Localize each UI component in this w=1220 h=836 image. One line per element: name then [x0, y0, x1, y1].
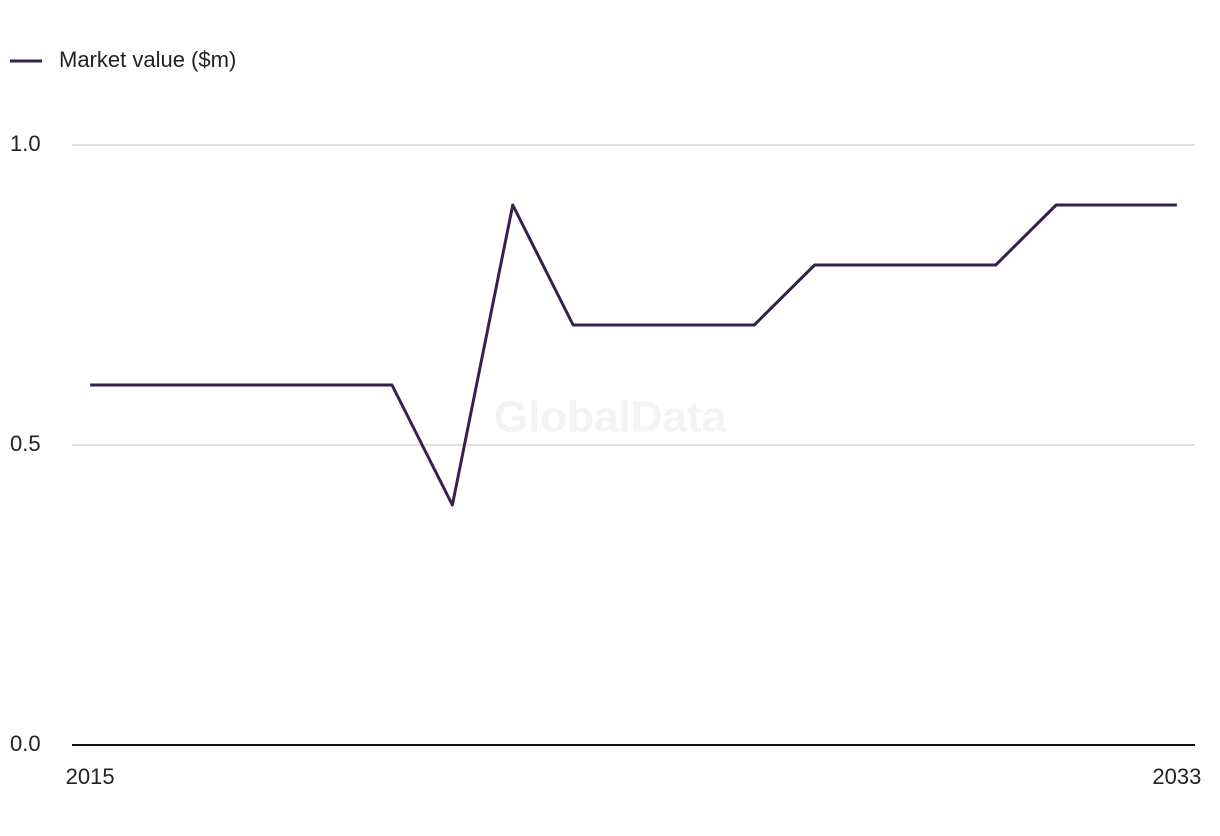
line-series [90, 203, 1177, 507]
y-tick-label: 0.5 [10, 431, 41, 456]
watermark: GlobalData [494, 393, 727, 442]
x-tick-label: 2033 [1152, 764, 1201, 789]
x-tick-label: 2015 [66, 764, 115, 789]
legend-label: Market value ($m) [59, 47, 236, 72]
y-tick-label: 1.0 [10, 131, 41, 156]
y-tick-label: 0.0 [10, 731, 41, 756]
